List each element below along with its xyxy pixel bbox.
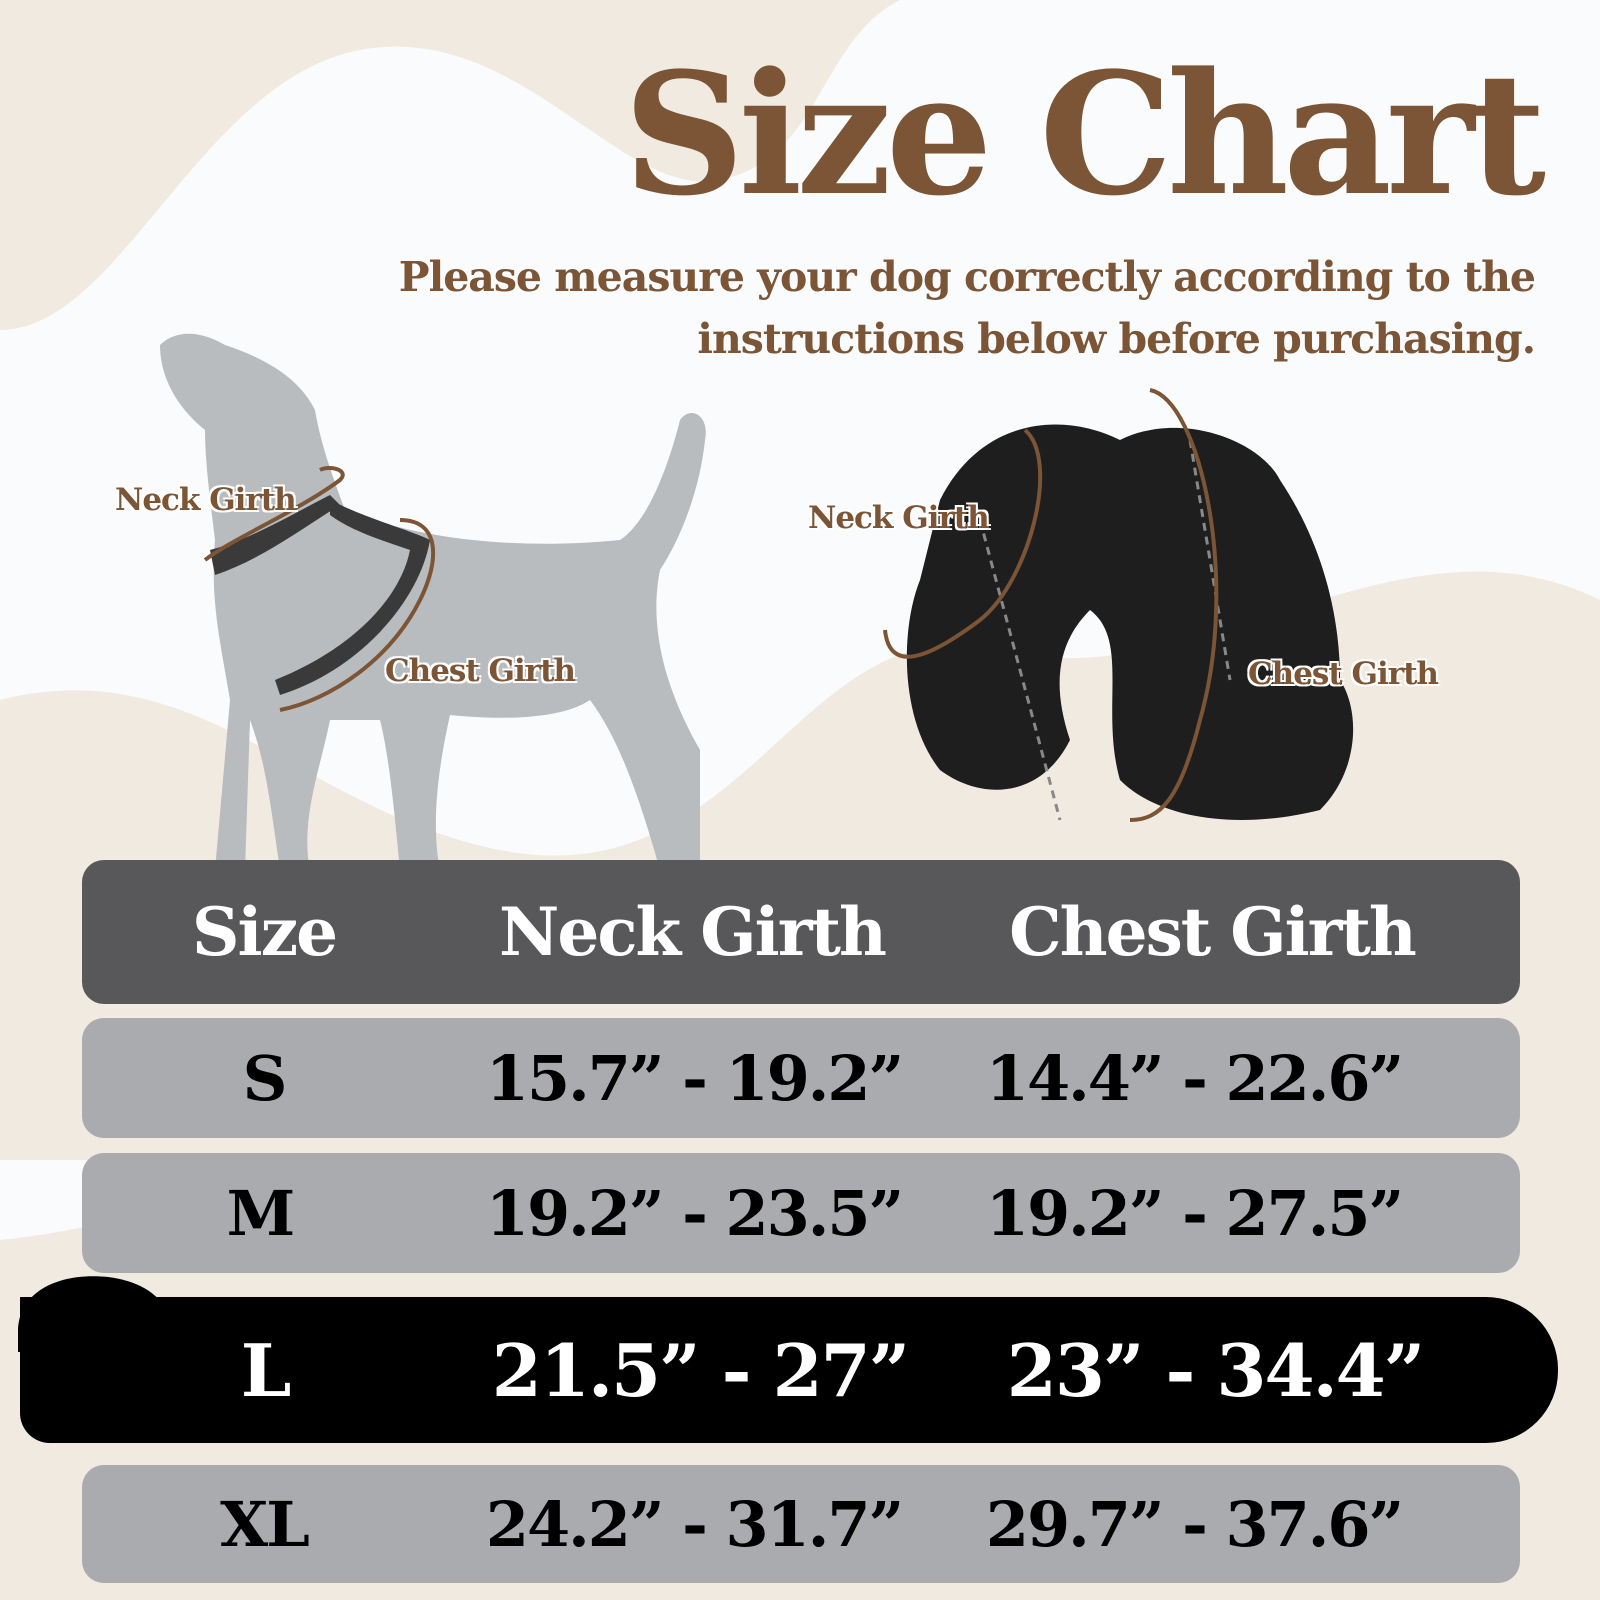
dog-head-icon (18, 1276, 173, 1352)
table-row-m: M 19.2” - 23.5” 19.2” - 27.5” (82, 1153, 1520, 1273)
size-cell: S (242, 1041, 288, 1115)
subtitle-line-2: instructions below before purchasing. (697, 315, 1536, 363)
dog-chest-girth-label: Chest Girth (385, 653, 576, 689)
dog-silhouette (160, 333, 706, 870)
chest-cell: 23” - 34.4” (1006, 1327, 1425, 1413)
subtitle-line-1: Please measure your dog correctly accord… (398, 253, 1536, 301)
chest-cell: 14.4” - 22.6” (985, 1041, 1404, 1115)
harness-neck-girth-label: Neck Girth (808, 500, 990, 536)
neck-cell: 24.2” - 31.7” (485, 1487, 904, 1561)
chest-cell: 29.7” - 37.6” (985, 1487, 1404, 1561)
size-cell: M (226, 1176, 296, 1250)
neck-cell: 15.7” - 19.2” (485, 1041, 904, 1115)
table-row-s: S 15.7” - 19.2” 14.4” - 22.6” (82, 1018, 1520, 1138)
table-header: Size Neck Girth Chest Girth (82, 860, 1520, 1004)
size-cell: L (240, 1327, 292, 1413)
chest-cell: 19.2” - 27.5” (985, 1176, 1404, 1250)
size-cell: XL (220, 1487, 310, 1561)
header-size: Size (191, 893, 338, 971)
harness-chest-girth-label: Chest Girth (1248, 656, 1439, 692)
header-chest-girth: Chest Girth (1009, 893, 1417, 971)
neck-cell: 21.5” - 27” (491, 1327, 910, 1413)
header-neck-girth: Neck Girth (499, 893, 887, 971)
page-title: Size Chart (623, 35, 1546, 233)
harness-image (883, 388, 1354, 822)
dog-neck-girth-label: Neck Girth (115, 482, 297, 518)
neck-cell: 19.2” - 23.5” (485, 1176, 904, 1250)
table-row-l-highlighted: L 21.5” - 27” 23” - 34.4” (18, 1276, 1558, 1443)
table-row-xl: XL 24.2” - 31.7” 29.7” - 37.6” (82, 1465, 1520, 1583)
subtitle: Please measure your dog correctly accord… (398, 246, 1536, 370)
